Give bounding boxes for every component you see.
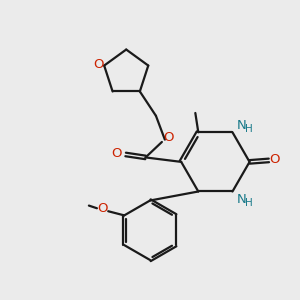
Text: N: N (237, 119, 247, 132)
Text: H: H (245, 198, 253, 208)
Text: O: O (94, 58, 104, 70)
Text: H: H (245, 124, 253, 134)
Text: O: O (270, 153, 280, 166)
Text: O: O (112, 147, 122, 161)
Text: O: O (97, 202, 107, 215)
Text: O: O (163, 131, 174, 144)
Text: N: N (237, 193, 247, 206)
